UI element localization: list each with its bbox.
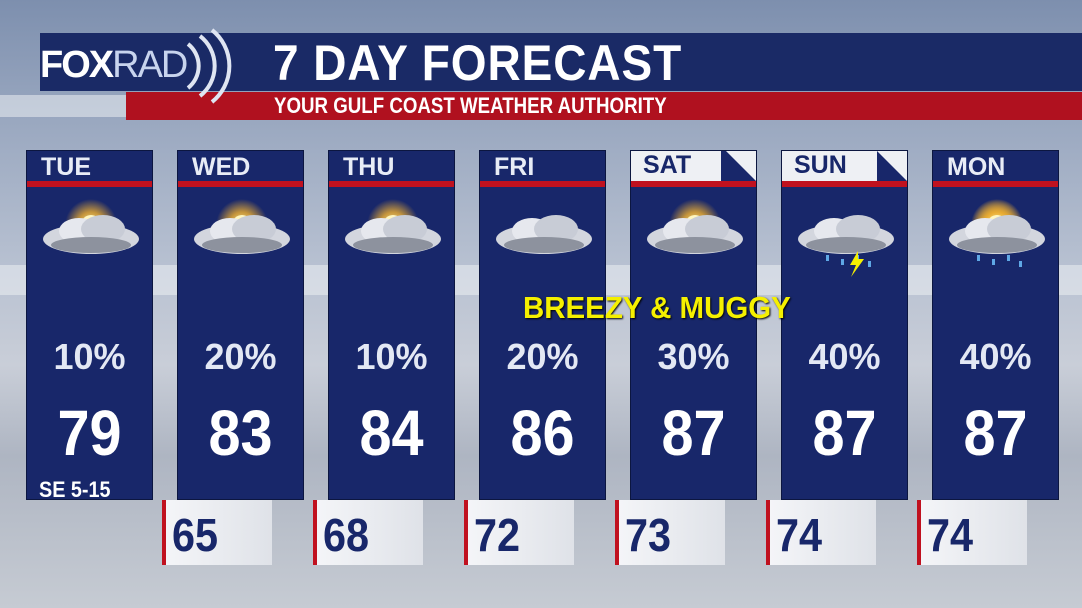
day-column-thu: THU 10% 84 — [328, 150, 455, 500]
precip-chance: 10% — [53, 336, 126, 377]
precip-chance: 10% — [355, 336, 428, 377]
forecast-note: BREEZY & MUGGY — [523, 290, 791, 325]
precip-chance: 40% — [959, 336, 1032, 377]
high-temp: 87 — [661, 397, 726, 469]
day-divider — [631, 181, 756, 187]
partly-sunny-icon — [43, 199, 139, 254]
high-temp: 87 — [963, 397, 1028, 469]
low-temp-box: 74 — [917, 500, 1027, 565]
radar-rings-icon — [186, 28, 232, 104]
wind-info: SE 5-15 — [39, 477, 111, 502]
low-temp-box: 65 — [162, 500, 272, 565]
subtitle-bar — [126, 92, 1082, 120]
low-temp-box: 72 — [464, 500, 574, 565]
partly-sunny-icon — [647, 199, 743, 254]
day-divider — [329, 181, 454, 187]
low-temp-box: 68 — [313, 500, 423, 565]
low-temp: 73 — [625, 509, 672, 561]
day-divider — [27, 181, 152, 187]
precip-chance: 30% — [657, 336, 730, 377]
page-subtitle: YOUR GULF COAST WEATHER AUTHORITY — [274, 93, 667, 118]
high-temp: 83 — [208, 397, 273, 469]
day-label: WED — [192, 153, 251, 181]
day-column-tue: TUE 10% 79 SE 5-15 — [26, 150, 153, 502]
day-column-sun: SUN 40% 87 — [781, 150, 908, 500]
day-label: THU — [343, 153, 395, 181]
low-temp: 72 — [474, 509, 521, 561]
day-divider — [178, 181, 303, 187]
day-label: SUN — [782, 151, 877, 181]
day-label: SAT — [631, 151, 722, 181]
day-divider — [782, 181, 907, 187]
low-temp: 68 — [323, 509, 370, 561]
day-column-sat: SAT 30% 87 — [630, 150, 757, 500]
day-column-fri: FRI 20% 86 — [479, 150, 606, 500]
rain-icon — [949, 199, 1045, 267]
day-divider — [480, 181, 605, 187]
low-temp-box: 73 — [615, 500, 725, 565]
day-label: FRI — [494, 153, 535, 181]
day-label: TUE — [41, 153, 91, 181]
low-temp-box: 74 — [766, 500, 876, 565]
high-temp: 86 — [510, 397, 575, 469]
thunderstorm-icon — [798, 215, 894, 277]
high-temp: 79 — [57, 397, 122, 469]
low-temp: 74 — [776, 509, 823, 561]
cloudy-icon — [496, 215, 592, 254]
high-temp: 84 — [359, 397, 424, 469]
low-temp: 74 — [927, 509, 974, 561]
precip-chance: 20% — [204, 336, 277, 377]
page-title: 7 DAY FORECAST — [273, 35, 683, 91]
precip-chance: 20% — [506, 336, 579, 377]
precip-chance: 40% — [808, 336, 881, 377]
partly-sunny-icon — [345, 199, 441, 254]
partly-sunny-icon — [194, 199, 290, 254]
high-temp: 87 — [812, 397, 877, 469]
day-column-wed: WED 20% 83 — [177, 150, 304, 500]
day-divider — [933, 181, 1058, 187]
foxrad-logo: FOXRAD — [40, 44, 188, 86]
day-column-mon: MON 40% 87 — [932, 150, 1059, 500]
day-label: MON — [947, 153, 1006, 181]
low-temp: 65 — [172, 509, 219, 561]
